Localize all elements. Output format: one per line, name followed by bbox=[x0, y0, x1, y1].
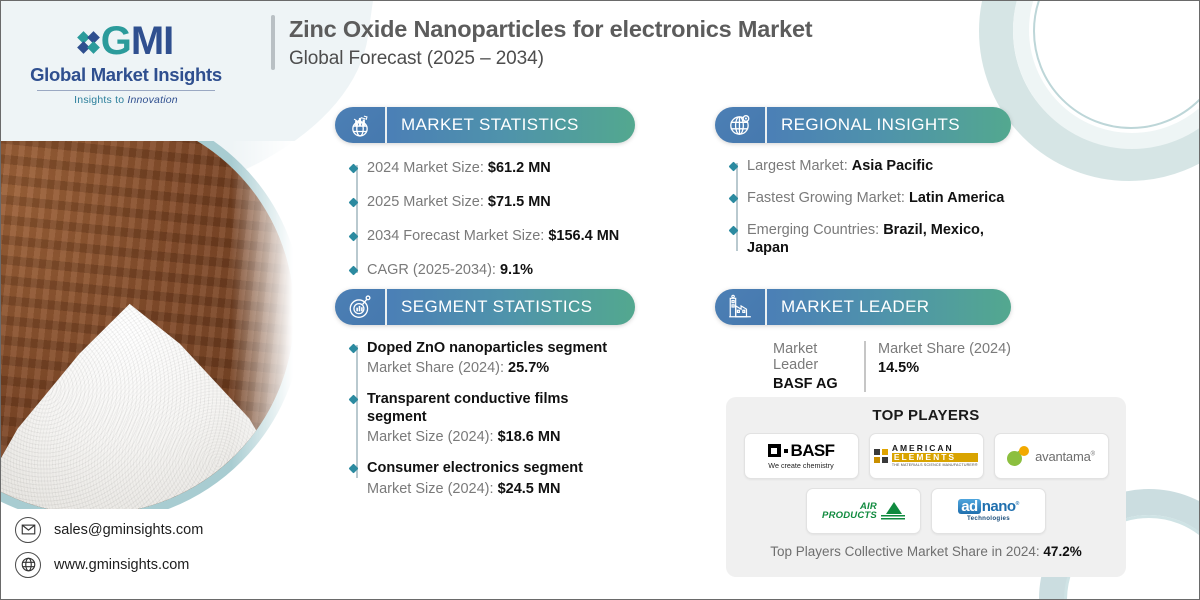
list-item: Transparent conductive films segment Mar… bbox=[348, 390, 635, 446]
basf-square-icon bbox=[767, 444, 781, 458]
air-products-mark-icon bbox=[880, 502, 905, 520]
list-item: Fastest Growing Market: Latin America bbox=[728, 189, 1011, 207]
contact-email-row[interactable]: sales@gminsights.com bbox=[15, 516, 257, 543]
market-leader-name: BASF AG bbox=[773, 376, 838, 392]
top-players-collective-share: Top Players Collective Market Share in 2… bbox=[770, 544, 1082, 559]
list-item: Consumer electronics segment Market Size… bbox=[348, 459, 635, 497]
regional-insights-title: REGIONAL INSIGHTS bbox=[767, 107, 1011, 143]
contact-footer: sales@gminsights.com www.gminsights.com bbox=[1, 509, 257, 585]
basf-dot-icon bbox=[783, 448, 788, 453]
bullet-connector bbox=[356, 345, 358, 478]
list-item: Largest Market: Asia Pacific bbox=[728, 157, 1011, 175]
player-logo-american-elements[interactable]: AMERICAN ELEMENTS THE MATERIALS SCIENCE … bbox=[868, 433, 984, 479]
list-item: 2025 Market Size: $71.5 MN bbox=[348, 193, 635, 211]
list-item: 2034 Forecast Market Size: $156.4 MN bbox=[348, 227, 635, 245]
contact-email-text: sales@gminsights.com bbox=[54, 521, 204, 538]
list-item: CAGR (2025-2034): 9.1% bbox=[348, 261, 635, 279]
product-photo-panel bbox=[1, 141, 301, 561]
list-item: Doped ZnO nanoparticles segment Market S… bbox=[348, 339, 635, 377]
player-logo-avantama[interactable]: avantama® bbox=[993, 433, 1109, 479]
factory-icon bbox=[715, 289, 767, 325]
market-share-label: Market Share (2024) bbox=[878, 341, 1011, 357]
globe-icon bbox=[15, 551, 41, 578]
logo-company-name: Global Market Insights bbox=[30, 64, 222, 85]
photo-right-fade bbox=[231, 141, 301, 561]
decorative-ring-top-right-inner bbox=[1013, 1, 1199, 149]
market-statistics-header: MARKET STATISTICS bbox=[335, 107, 635, 143]
bullet-connector bbox=[736, 163, 738, 251]
title-accent-bar bbox=[271, 15, 275, 71]
bullet-connector bbox=[356, 165, 358, 273]
american-elements-grid-icon bbox=[874, 449, 888, 463]
logo-divider bbox=[37, 90, 215, 91]
player-logo-basf[interactable]: BASF We create chemistry bbox=[743, 433, 859, 479]
gmi-logo[interactable]: GMI Global Market Insights Insights to I… bbox=[21, 21, 231, 106]
logo-diamond-icon bbox=[76, 30, 100, 54]
market-share-value: 14.5% bbox=[878, 360, 920, 376]
market-leader-title: MARKET LEADER bbox=[767, 289, 1011, 325]
top-players-row-2: AIR PRODUCTS ad nano® Technologies bbox=[726, 488, 1126, 534]
decorative-ring-top-right-hairline bbox=[1033, 1, 1199, 129]
header: Zinc Oxide Nanoparticles for electronics… bbox=[271, 15, 813, 71]
market-leader-body: Market Leader BASF AG Market Share (2024… bbox=[715, 341, 1011, 392]
market-leader-header: MARKET LEADER bbox=[715, 289, 1011, 325]
section-market-leader: MARKET LEADER Market Leader BASF AG Mark… bbox=[715, 289, 1011, 392]
contact-website-row[interactable]: www.gminsights.com bbox=[15, 551, 257, 578]
section-regional-insights: REGIONAL INSIGHTS Largest Market: Asia P… bbox=[715, 107, 1011, 257]
avantama-mark-icon bbox=[1007, 446, 1030, 466]
segment-statistics-list: Doped ZnO nanoparticles segment Market S… bbox=[335, 339, 635, 498]
decorative-ring-top-right-outer bbox=[979, 1, 1199, 181]
logo-tagline: Insights to Innovation bbox=[74, 94, 178, 106]
logo-gmi-text: GMI bbox=[100, 19, 175, 63]
regional-insights-list: Largest Market: Asia Pacific Fastest Gro… bbox=[715, 157, 1011, 257]
top-players-row-1: BASF We create chemistry AMERICAN ELEMEN… bbox=[726, 433, 1126, 479]
page-title: Zinc Oxide Nanoparticles for electronics… bbox=[289, 16, 813, 42]
market-statistics-list: 2024 Market Size: $61.2 MN 2025 Market S… bbox=[335, 159, 635, 279]
target-chart-icon bbox=[335, 289, 387, 325]
globe-chart-icon bbox=[335, 107, 387, 143]
segment-statistics-title: SEGMENT STATISTICS bbox=[387, 289, 635, 325]
market-statistics-title: MARKET STATISTICS bbox=[387, 107, 635, 143]
top-players-title: TOP PLAYERS bbox=[872, 407, 980, 424]
globe-pin-icon bbox=[715, 107, 767, 143]
section-segment-statistics: SEGMENT STATISTICS Doped ZnO nanoparticl… bbox=[335, 289, 635, 498]
list-item: 2024 Market Size: $61.2 MN bbox=[348, 159, 635, 177]
market-leader-label: Market Leader bbox=[773, 341, 819, 373]
page-subtitle: Global Forecast (2025 – 2034) bbox=[289, 48, 544, 70]
section-market-statistics: MARKET STATISTICS 2024 Market Size: $61.… bbox=[335, 107, 635, 279]
contact-website-text: www.gminsights.com bbox=[54, 556, 190, 573]
player-logo-ad-nano[interactable]: ad nano® Technologies bbox=[931, 488, 1046, 534]
segment-statistics-header: SEGMENT STATISTICS bbox=[335, 289, 635, 325]
regional-insights-header: REGIONAL INSIGHTS bbox=[715, 107, 1011, 143]
player-logo-air-products[interactable]: AIR PRODUCTS bbox=[806, 488, 921, 534]
list-item: Emerging Countries: Brazil, Mexico, Japa… bbox=[728, 221, 1011, 257]
section-top-players: TOP PLAYERS BASF We create chemistry AME… bbox=[726, 397, 1126, 577]
envelope-icon bbox=[15, 516, 41, 543]
